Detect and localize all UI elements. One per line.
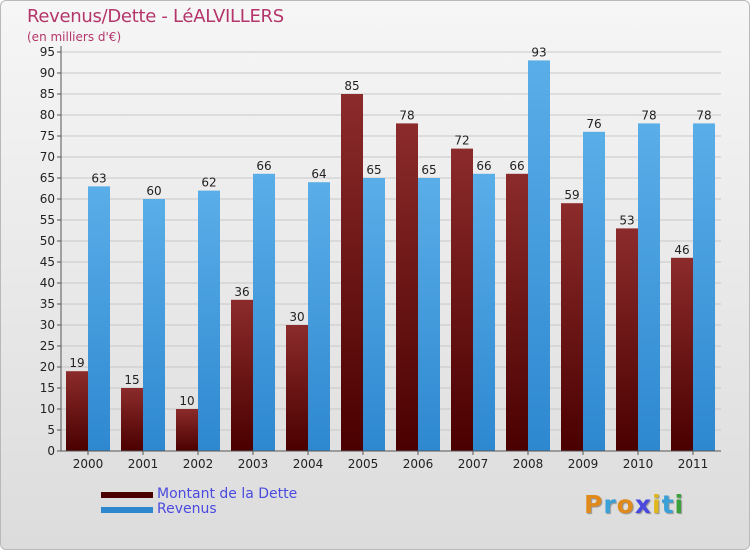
bar-revenus bbox=[88, 186, 110, 451]
data-label-revenus: 62 bbox=[201, 176, 216, 190]
bar-revenus bbox=[253, 173, 275, 452]
data-label-dette: 66 bbox=[509, 159, 524, 173]
bar-dette bbox=[176, 409, 198, 451]
bar-revenus bbox=[583, 131, 605, 452]
data-label-revenus: 66 bbox=[476, 159, 491, 173]
logo-letter: i bbox=[652, 490, 662, 519]
data-label-revenus: 65 bbox=[366, 163, 381, 177]
data-label-revenus: 78 bbox=[641, 108, 656, 122]
y-tick-label: 75 bbox=[40, 129, 55, 143]
legend-label-revenus: Revenus bbox=[157, 501, 217, 517]
y-tick-label: 50 bbox=[40, 234, 55, 248]
data-label-dette: 53 bbox=[619, 213, 634, 227]
bar-revenus bbox=[693, 123, 715, 452]
data-label-dette: 10 bbox=[179, 394, 194, 408]
legend-item-dette: Montant de la Dette bbox=[101, 487, 297, 502]
data-label-revenus: 78 bbox=[696, 108, 711, 122]
y-tick-label: 5 bbox=[47, 423, 55, 437]
logo-letter: x bbox=[634, 490, 652, 519]
data-label-dette: 46 bbox=[674, 243, 689, 257]
y-tick-label: 90 bbox=[40, 66, 55, 80]
y-tick-label: 30 bbox=[40, 318, 55, 332]
data-label-revenus: 65 bbox=[421, 163, 436, 177]
logo-letter: P bbox=[584, 490, 604, 519]
x-tick-label: 2006 bbox=[403, 457, 434, 471]
x-tick-label: 2003 bbox=[238, 457, 269, 471]
legend-label-dette: Montant de la Dette bbox=[157, 486, 298, 502]
y-tick-label: 65 bbox=[40, 171, 55, 185]
y-tick-label: 55 bbox=[40, 213, 55, 227]
y-tick-label: 95 bbox=[40, 45, 55, 59]
y-tick-label: 15 bbox=[40, 381, 55, 395]
data-label-revenus: 64 bbox=[311, 167, 326, 181]
y-tick-label: 10 bbox=[40, 402, 55, 416]
bar-dette bbox=[396, 123, 418, 452]
bar-revenus bbox=[528, 60, 550, 452]
x-tick-label: 2005 bbox=[348, 457, 379, 471]
y-tick-label: 85 bbox=[40, 87, 55, 101]
bar-dette bbox=[506, 173, 528, 452]
bar-revenus bbox=[473, 173, 495, 452]
bar-dette bbox=[671, 257, 693, 451]
data-label-dette: 15 bbox=[124, 373, 139, 387]
x-tick-label: 2004 bbox=[293, 457, 324, 471]
legend-swatch-revenus bbox=[101, 506, 153, 513]
data-label-revenus: 76 bbox=[586, 117, 601, 131]
data-label-dette: 19 bbox=[69, 356, 84, 370]
bar-dette bbox=[286, 325, 308, 451]
x-tick-label: 2011 bbox=[678, 457, 709, 471]
bar-revenus bbox=[363, 178, 385, 451]
bar-revenus bbox=[418, 178, 440, 451]
y-tick-label: 80 bbox=[40, 108, 55, 122]
bar-revenus bbox=[198, 190, 220, 451]
legend-swatch-dette bbox=[101, 491, 153, 498]
x-tick-label: 2009 bbox=[568, 457, 599, 471]
x-tick-label: 2000 bbox=[73, 457, 104, 471]
bar-dette bbox=[616, 228, 638, 451]
y-tick-label: 20 bbox=[40, 360, 55, 374]
logo-letter: i bbox=[674, 490, 685, 519]
data-label-dette: 78 bbox=[399, 108, 414, 122]
bar-revenus bbox=[308, 182, 330, 451]
y-tick-label: 70 bbox=[40, 150, 55, 164]
chart-subtitle: (en milliers d'€) bbox=[27, 30, 122, 44]
bar-dette bbox=[341, 94, 363, 451]
logo-letter: o bbox=[616, 490, 635, 519]
data-label-revenus: 66 bbox=[256, 159, 271, 173]
y-tick-label: 35 bbox=[40, 297, 55, 311]
y-tick-label: 25 bbox=[40, 339, 55, 353]
data-label-revenus: 63 bbox=[91, 171, 106, 185]
bar-dette bbox=[121, 388, 143, 451]
y-tick-label: 0 bbox=[47, 444, 55, 458]
bar-revenus bbox=[143, 199, 165, 451]
x-tick-label: 2010 bbox=[623, 457, 654, 471]
y-tick-label: 60 bbox=[40, 192, 55, 206]
proxiti-logo: Proxiti bbox=[584, 490, 684, 519]
bar-dette bbox=[231, 299, 253, 451]
data-label-dette: 59 bbox=[564, 188, 579, 202]
y-tick-label: 45 bbox=[40, 255, 55, 269]
bar-dette bbox=[451, 148, 473, 451]
x-tick-label: 2002 bbox=[183, 457, 214, 471]
x-tick-label: 2001 bbox=[128, 457, 159, 471]
logo-letter: t bbox=[661, 490, 675, 519]
data-label-dette: 85 bbox=[344, 79, 359, 93]
bar-dette bbox=[561, 203, 583, 451]
bar-dette bbox=[66, 371, 88, 451]
x-tick-label: 2007 bbox=[458, 457, 489, 471]
data-label-dette: 36 bbox=[234, 285, 249, 299]
data-label-dette: 72 bbox=[454, 134, 469, 148]
logo-letter: r bbox=[603, 490, 617, 519]
x-tick-label: 2008 bbox=[513, 457, 544, 471]
chart-legend: Montant de la Dette Revenus bbox=[101, 487, 297, 517]
chart-title: Revenus/Dette - LéALVILLERS bbox=[27, 6, 284, 27]
legend-item-revenus: Revenus bbox=[101, 502, 297, 517]
data-label-revenus: 60 bbox=[146, 184, 161, 198]
bar-revenus bbox=[638, 123, 660, 452]
y-tick-label: 40 bbox=[40, 276, 55, 290]
data-label-dette: 30 bbox=[289, 310, 304, 324]
data-label-revenus: 93 bbox=[531, 45, 546, 59]
